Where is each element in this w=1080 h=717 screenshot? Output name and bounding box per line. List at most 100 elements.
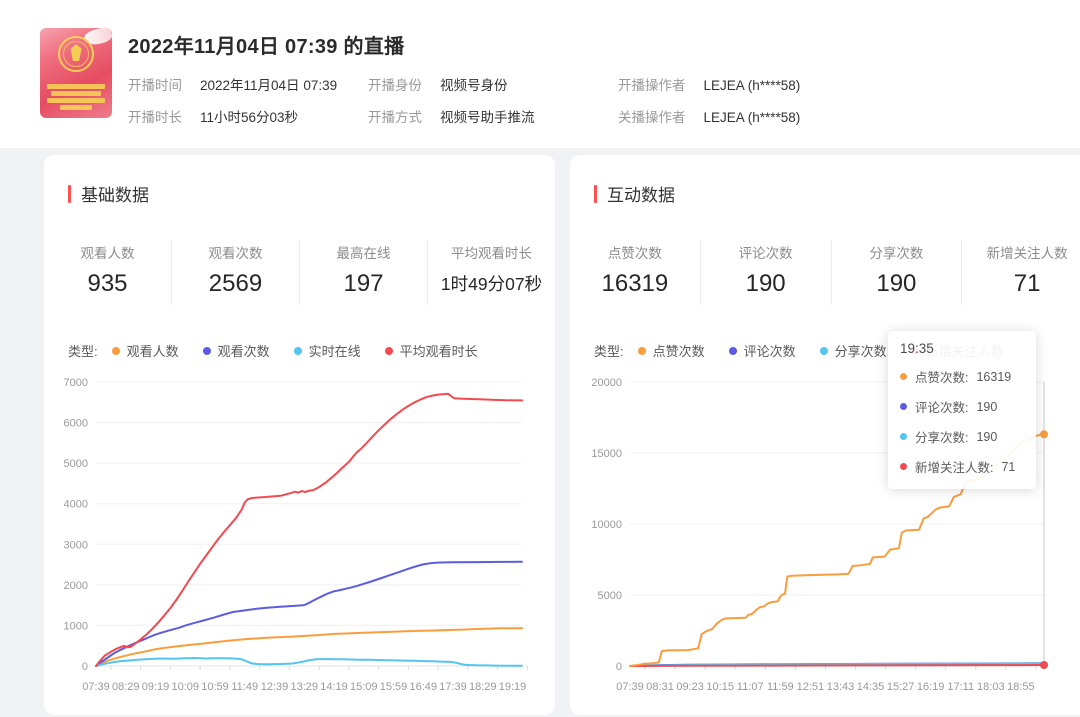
series-dot-icon [900, 403, 907, 410]
svg-text:11:59: 11:59 [767, 681, 794, 693]
svg-text:0: 0 [616, 661, 622, 673]
svg-text:16:49: 16:49 [409, 681, 437, 693]
legend-item-avg-watch-duration[interactable]: 平均观看时长 [384, 341, 478, 360]
svg-text:17:39: 17:39 [439, 681, 467, 693]
svg-text:14:35: 14:35 [857, 681, 885, 693]
series-dot-icon [202, 346, 211, 355]
svg-text:15:59: 15:59 [380, 681, 408, 693]
svg-text:15000: 15000 [591, 448, 622, 460]
svg-text:11:49: 11:49 [231, 681, 258, 693]
field-value: 视频号身份 [440, 78, 508, 93]
svg-text:07:39: 07:39 [82, 681, 110, 693]
svg-text:15:09: 15:09 [350, 681, 378, 693]
svg-text:14:19: 14:19 [320, 681, 348, 693]
legend-item-shares[interactable]: 分享次数 [819, 341, 887, 360]
svg-text:13:43: 13:43 [827, 681, 855, 693]
card-title-basic: 基础数据 [68, 181, 555, 206]
stat-avg-watch-duration: 平均观看时长 1时49分07秒 [427, 240, 555, 305]
series-dot-icon [900, 433, 907, 440]
field-value: 11小时56分03秒 [200, 110, 299, 125]
svg-text:12:39: 12:39 [261, 681, 289, 693]
field-duration: 开播时长 11小时56分03秒 [128, 106, 368, 126]
cover-emblem-icon [58, 36, 94, 72]
svg-text:18:55: 18:55 [1007, 681, 1035, 693]
tooltip-row-new-followers: 新增关注人数: 71 [900, 457, 1024, 476]
basic-data-card: 基础数据 观看人数 935 观看次数 2569 最高在线 197 平均观看时长 … [44, 155, 555, 715]
legend-item-realtime-online[interactable]: 实时在线 [293, 341, 361, 360]
svg-text:0: 0 [82, 661, 88, 673]
stream-header: 2022年11月04日 07:39 的直播 开播时间 2022年11月04日 07… [0, 0, 1080, 148]
stat-watch-users: 观看人数 935 [80, 246, 135, 297]
svg-text:3000: 3000 [64, 539, 88, 551]
svg-text:10:09: 10:09 [171, 681, 199, 693]
basic-legend: 类型: 观看人数 观看次数 实时在线 平均观看时长 [68, 341, 555, 360]
legend-item-comments[interactable]: 评论次数 [728, 341, 796, 360]
field-stream-method: 开播方式 视频号助手推流 [368, 106, 618, 126]
field-value: 视频号助手推流 [440, 110, 535, 125]
svg-text:1000: 1000 [64, 620, 88, 632]
legend-item-likes[interactable]: 点赞次数 [637, 341, 705, 360]
svg-text:2000: 2000 [64, 580, 88, 592]
svg-text:07:39: 07:39 [616, 681, 644, 693]
tooltip-time: 19:35 [900, 341, 934, 356]
series-dot-icon [900, 373, 907, 380]
svg-text:5000: 5000 [64, 458, 88, 470]
series-dot-icon [728, 346, 737, 355]
series-dot-icon [900, 463, 907, 470]
series-dot-icon [293, 346, 302, 355]
field-value: LEJEA (h****58) [703, 110, 801, 125]
field-value: 2022年11月04日 07:39 [200, 78, 338, 93]
live-cover-thumbnail [40, 28, 112, 118]
svg-text:15:27: 15:27 [887, 681, 915, 693]
chart-tooltip: 19:35 点赞次数: 16319 评论次数: 190 分享次数: 190 新增… [888, 331, 1036, 489]
svg-text:18:29: 18:29 [469, 681, 497, 693]
stat-comments: 评论次数 190 [699, 240, 831, 305]
title-accent-bar [594, 184, 597, 203]
svg-text:08:29: 08:29 [112, 681, 140, 693]
interaction-trend-chart[interactable]: 0 5000 10000 15000 20000 07:39 08:31 09:23 10:15… [590, 370, 1052, 702]
field-label: 开播操作者 [618, 78, 686, 93]
field-start-operator: 开播操作者 LEJEA (h****58) [618, 74, 800, 94]
svg-text:10:59: 10:59 [201, 681, 229, 693]
stat-max-online: 最高在线 197 [299, 240, 427, 305]
legend-item-watch-times[interactable]: 观看次数 [202, 341, 270, 360]
svg-text:4000: 4000 [64, 499, 88, 511]
interaction-stats-row: 点赞次数 16319 评论次数 190 分享次数 190 新增关注人数 71 [570, 240, 1080, 305]
stat-likes: 点赞次数 16319 [601, 246, 669, 297]
field-label: 开播方式 [368, 110, 422, 125]
title-accent-bar [68, 184, 71, 203]
field-end-operator: 关播操作者 LEJEA (h****58) [618, 106, 800, 126]
stream-info-grid: 开播时间 2022年11月04日 07:39 开播时长 11小时56分03秒 开播身… [128, 74, 800, 126]
svg-text:5000: 5000 [598, 590, 622, 602]
page-title: 2022年11月04日 07:39 的直播 [128, 36, 405, 58]
stat-shares: 分享次数 190 [830, 240, 962, 305]
svg-text:11:07: 11:07 [737, 681, 764, 693]
svg-text:20000: 20000 [591, 377, 622, 389]
legend-item-watch-users[interactable]: 观看人数 [111, 341, 179, 360]
svg-text:08:31: 08:31 [646, 681, 674, 693]
series-dot-icon [384, 346, 393, 355]
basic-stats-row: 观看人数 935 观看次数 2569 最高在线 197 平均观看时长 1时49分… [44, 240, 555, 305]
field-label: 开播身份 [368, 78, 422, 93]
svg-text:17:11: 17:11 [947, 681, 974, 693]
card-title-interaction: 互动数据 [594, 181, 1080, 206]
tooltip-row-likes: 点赞次数: 16319 [900, 367, 1024, 386]
svg-text:13:29: 13:29 [290, 681, 318, 693]
basic-trend-chart[interactable]: 0 1000 2000 3000 4000 5000 6000 7000 07:39 08:29 0… [64, 370, 530, 702]
series-dot-icon [111, 346, 120, 355]
field-label: 开播时间 [128, 78, 182, 93]
field-start-time: 开播时间 2022年11月04日 07:39 [128, 74, 368, 94]
field-label: 关播操作者 [618, 110, 686, 125]
svg-text:10:15: 10:15 [706, 681, 734, 693]
svg-text:18:03: 18:03 [977, 681, 1005, 693]
series-dot-icon [637, 346, 646, 355]
svg-text:19:19: 19:19 [499, 681, 527, 693]
svg-text:12:51: 12:51 [797, 681, 825, 693]
field-label: 开播时长 [128, 110, 182, 125]
stat-new-followers: 新增关注人数 71 [961, 240, 1080, 305]
field-identity: 开播身份 视频号身份 [368, 74, 618, 94]
tooltip-row-comments: 评论次数: 190 [900, 397, 1024, 416]
interaction-data-card: 互动数据 点赞次数 16319 评论次数 190 分享次数 190 新增关注人数… [570, 155, 1080, 715]
svg-text:09:23: 09:23 [676, 681, 704, 693]
field-value: LEJEA (h****58) [703, 78, 801, 93]
